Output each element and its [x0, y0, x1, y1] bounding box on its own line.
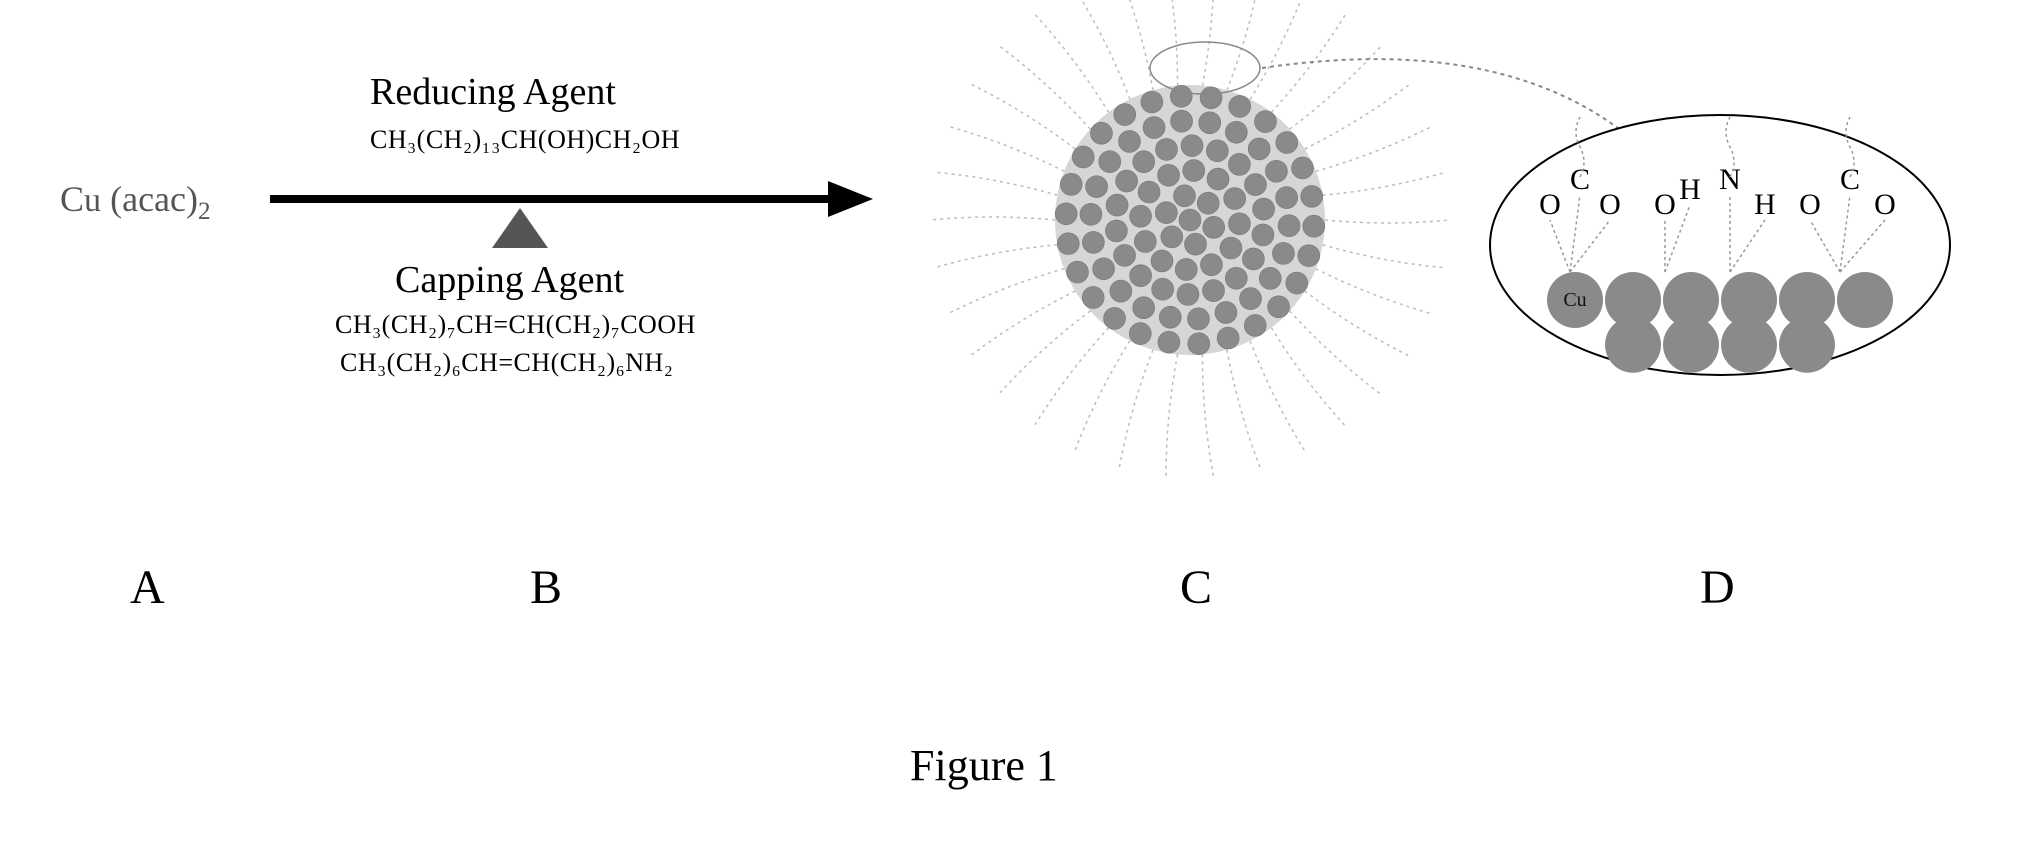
svg-text:C: C: [1840, 163, 1860, 196]
zoom-inset-graphic: CuOCOOHNHOCO: [1470, 100, 1990, 425]
panel-label-B: B: [530, 560, 562, 615]
figure-caption: Figure 1: [910, 740, 1058, 791]
panel-label-D: D: [1700, 560, 1735, 615]
svg-text:H: H: [1679, 173, 1701, 206]
svg-text:O: O: [1654, 188, 1676, 221]
svg-text:Cu: Cu: [1563, 289, 1586, 311]
svg-text:H: H: [1754, 188, 1776, 221]
svg-text:O: O: [1799, 188, 1821, 221]
svg-text:N: N: [1719, 163, 1741, 196]
panel-label-A: A: [130, 560, 165, 615]
figure-stage: Cu (acac)2 Reducing Agent CH₃(CH₂)₁₃CH(O…: [0, 0, 2021, 863]
svg-text:O: O: [1539, 188, 1561, 221]
svg-text:O: O: [1599, 188, 1621, 221]
svg-text:C: C: [1570, 163, 1590, 196]
svg-text:O: O: [1874, 188, 1896, 221]
panel-label-C: C: [1180, 560, 1212, 615]
